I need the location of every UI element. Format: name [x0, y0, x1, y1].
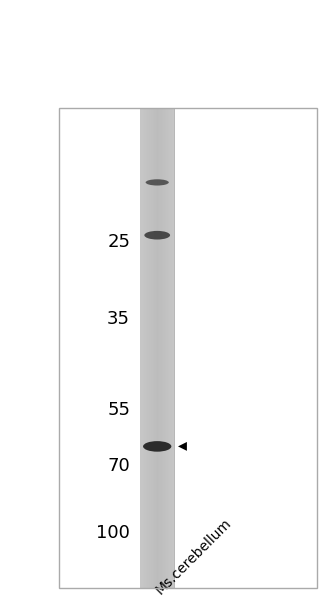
- Text: Ms.cerebellum: Ms.cerebellum: [152, 516, 234, 598]
- Bar: [144, 108, 145, 588]
- Text: 35: 35: [107, 310, 130, 328]
- Bar: [150, 108, 151, 588]
- Bar: [161, 108, 162, 588]
- Bar: [163, 108, 164, 588]
- Ellipse shape: [143, 441, 171, 452]
- Bar: [172, 108, 173, 588]
- Bar: [173, 108, 174, 588]
- Bar: [170, 108, 171, 588]
- Ellipse shape: [146, 179, 169, 185]
- Bar: [142, 108, 143, 588]
- Bar: [155, 108, 156, 588]
- Bar: [154, 108, 155, 588]
- Bar: [146, 108, 147, 588]
- Bar: [157, 108, 158, 588]
- Bar: [147, 108, 148, 588]
- Bar: [164, 108, 165, 588]
- Bar: [143, 108, 144, 588]
- Text: 25: 25: [107, 233, 130, 251]
- Bar: [167, 108, 168, 588]
- Bar: [149, 108, 150, 588]
- Bar: [162, 108, 163, 588]
- Bar: [159, 108, 161, 588]
- Bar: [148, 108, 149, 588]
- Bar: [158, 108, 159, 588]
- Bar: [165, 108, 166, 588]
- Ellipse shape: [144, 231, 170, 239]
- Bar: [171, 108, 172, 588]
- Text: 70: 70: [108, 457, 130, 475]
- Text: 100: 100: [96, 524, 130, 542]
- Bar: [141, 108, 142, 588]
- Bar: [166, 108, 167, 588]
- Bar: [156, 108, 157, 588]
- Bar: [141, 108, 174, 588]
- Bar: [153, 108, 154, 588]
- Bar: [152, 108, 153, 588]
- Text: 55: 55: [107, 401, 130, 419]
- Bar: [168, 108, 170, 588]
- Bar: [145, 108, 146, 588]
